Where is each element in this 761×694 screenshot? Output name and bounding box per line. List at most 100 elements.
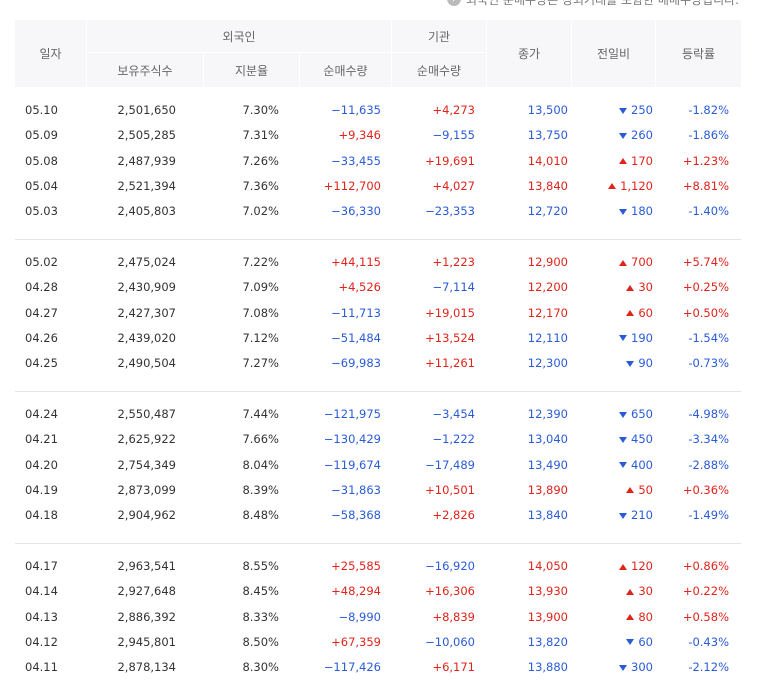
rate: +0.50% [683,301,729,326]
inst-net: −9,155 [432,123,475,148]
rate-text: +5.74% [682,255,729,269]
close-text: 13,500 [527,103,568,117]
foreign-net-text: −8,990 [338,609,381,624]
change: 1,120 [608,174,653,199]
close-text: 12,300 [527,356,568,371]
arrow-icon [626,310,635,317]
rate-text: +1.23% [682,153,729,168]
date: 04.27 [25,301,58,326]
arrow-icon [619,107,628,114]
date-text: 05.04 [25,178,58,193]
ratio-text: 7.09% [242,280,279,295]
rate-text: +8.81% [682,178,729,193]
change-text: 300 [631,660,653,675]
holdings-text: 2,886,392 [117,609,176,624]
change-text: 700 [631,255,653,269]
inst-net-text: −1,222 [432,432,475,447]
change: 50 [626,478,653,503]
foreign-net-text: +4,526 [338,280,381,295]
holdings: 2,475,024 [117,250,176,275]
holdings: 2,430,909 [117,275,176,300]
foreign-net: −31,863 [331,478,381,503]
change-text: 190 [631,330,653,345]
holdings: 2,501,650 [117,98,176,123]
inst-net: +4,027 [432,174,475,199]
foreign-net: −117,426 [324,655,381,680]
inst-net-text: +4,273 [432,103,475,117]
header-institution: 기관 [427,29,451,44]
change-text: 210 [631,508,653,523]
arrow-icon [626,360,635,367]
holdings-text: 2,873,099 [117,482,176,497]
close-text: 13,900 [527,609,568,624]
arrow-icon [619,208,628,215]
foreign-net-text: −58,368 [331,508,381,523]
date: 04.26 [25,326,58,351]
ratio-text: 7.27% [242,356,279,371]
date-text: 05.10 [25,103,58,117]
change-text: 30 [638,584,653,599]
rate-text: -1.86% [688,128,729,143]
change: 260 [619,123,653,148]
arrow-icon [619,563,628,570]
close: 13,840 [528,503,568,528]
change-text: 170 [631,153,653,168]
date: 04.13 [25,605,58,630]
ratio-text: 8.45% [242,584,279,599]
inst-net-text: −17,489 [425,457,475,472]
change-text: 60 [638,305,653,320]
close-text: 12,200 [527,280,568,295]
holdings: 2,405,803 [117,199,176,224]
close-text: 12,170 [527,305,568,320]
holdings: 2,927,648 [117,579,176,604]
rate-text: -3.34% [688,432,729,447]
ratio: 7.08% [242,301,279,326]
foreign-net-text: +9,346 [338,128,381,143]
arrow-icon [619,512,628,519]
close: 13,040 [528,427,568,452]
close: 13,750 [528,123,568,148]
change: 180 [619,199,653,224]
close-text: 13,490 [527,457,568,472]
holdings-text: 2,963,541 [117,559,176,573]
rate: +1.23% [683,149,729,174]
foreign-net: −58,368 [331,503,381,528]
ratio: 7.02% [242,199,279,224]
change: 90 [626,351,653,376]
rate: -1.82% [688,98,729,123]
group-separator [15,391,741,392]
change: 30 [626,275,653,300]
date-text: 05.09 [25,128,58,143]
arrow-icon [626,614,635,621]
inst-net: +19,691 [425,149,475,174]
ratio-text: 7.08% [242,305,279,320]
close: 13,840 [528,174,568,199]
close-text: 13,840 [527,508,568,523]
arrow-icon [626,588,635,595]
foreign-net-text: −11,635 [331,103,381,117]
holdings-text: 2,625,922 [117,432,176,447]
holdings: 2,490,504 [117,351,176,376]
ratio: 8.55% [242,554,279,579]
change-text: 80 [638,609,653,624]
inst-net-text: −23,353 [425,204,475,219]
rate: +0.25% [683,275,729,300]
change-text: 650 [631,407,653,421]
foreign-net-text: −117,426 [323,660,381,675]
close: 13,500 [528,98,568,123]
date-text: 04.25 [25,356,58,371]
rate: -0.73% [688,351,729,376]
holdings: 2,945,801 [117,630,176,655]
foreign-net: −33,455 [331,149,381,174]
group-separator [15,543,741,544]
inst-net: −1,222 [432,427,475,452]
ratio-text: 8.04% [242,457,279,472]
header-inst-net: 순매수량 [416,63,462,78]
ratio: 8.33% [242,605,279,630]
rate-text: +0.58% [682,609,729,624]
foreign-net: +4,526 [338,275,381,300]
foreign-net-text: +48,294 [331,584,381,599]
inst-net-text: +2,826 [432,508,475,523]
ratio: 7.30% [242,98,279,123]
date-text: 04.19 [25,482,58,497]
